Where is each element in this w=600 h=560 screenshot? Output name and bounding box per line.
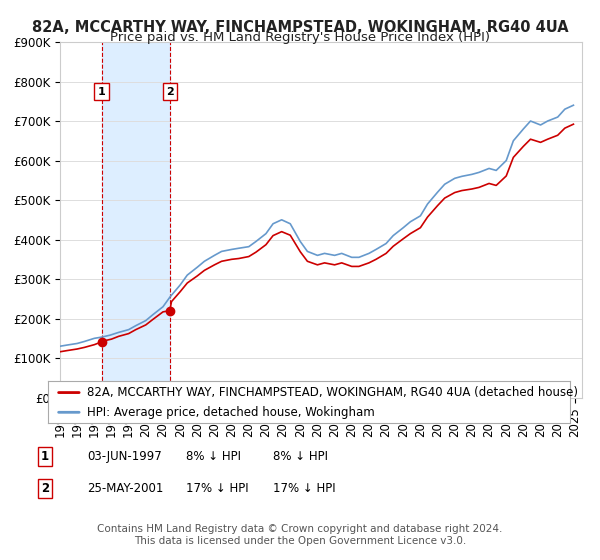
Text: 1: 1: [98, 87, 106, 97]
Text: 82A, MCCARTHY WAY, FINCHAMPSTEAD, WOKINGHAM, RG40 4UA: 82A, MCCARTHY WAY, FINCHAMPSTEAD, WOKING…: [32, 20, 568, 35]
Text: 25-MAY-2001: 25-MAY-2001: [87, 482, 163, 495]
Text: Contains HM Land Registry data © Crown copyright and database right 2024.
This d: Contains HM Land Registry data © Crown c…: [97, 524, 503, 546]
Text: Price paid vs. HM Land Registry's House Price Index (HPI): Price paid vs. HM Land Registry's House …: [110, 31, 490, 44]
Text: HPI: Average price, detached house, Wokingham: HPI: Average price, detached house, Woki…: [87, 406, 375, 419]
Text: 2: 2: [166, 87, 173, 97]
Text: 03-JUN-1997: 03-JUN-1997: [87, 450, 162, 463]
Text: 17% ↓ HPI: 17% ↓ HPI: [186, 482, 248, 495]
Text: 82A, MCCARTHY WAY, FINCHAMPSTEAD, WOKINGHAM, RG40 4UA (detached house): 82A, MCCARTHY WAY, FINCHAMPSTEAD, WOKING…: [87, 386, 578, 399]
Text: 1: 1: [41, 450, 49, 463]
Bar: [101, 42, 170, 398]
Text: 2: 2: [41, 482, 49, 495]
Text: 17% ↓ HPI: 17% ↓ HPI: [273, 482, 335, 495]
Text: 8% ↓ HPI: 8% ↓ HPI: [273, 450, 328, 463]
Text: 8% ↓ HPI: 8% ↓ HPI: [186, 450, 241, 463]
